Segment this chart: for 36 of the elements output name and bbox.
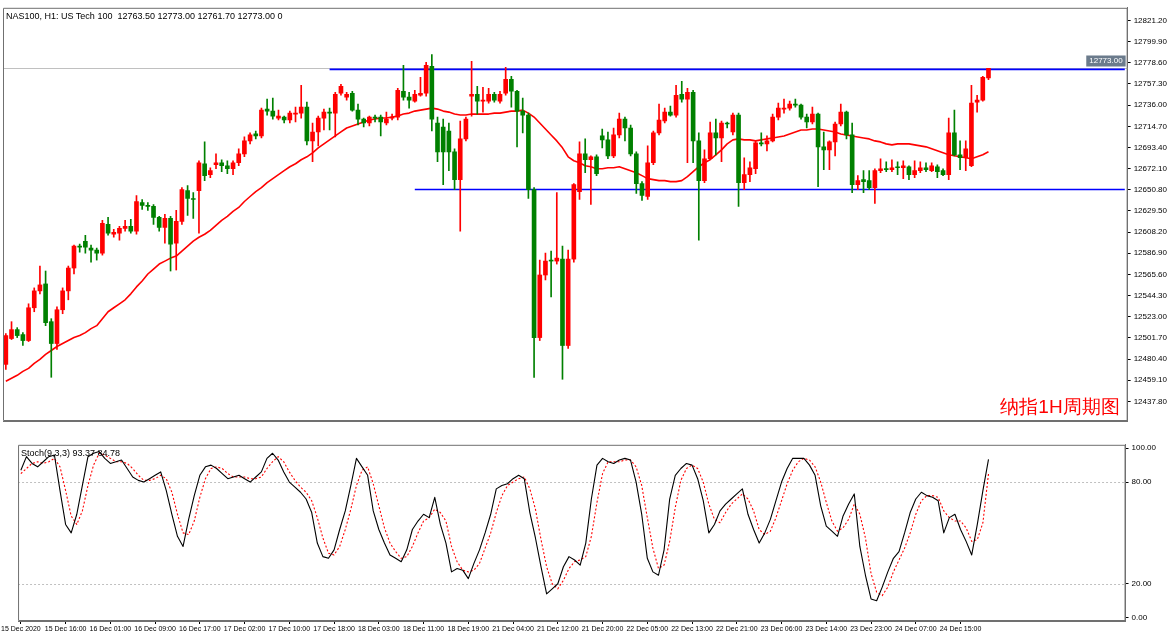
candlestick bbox=[582, 138, 588, 174]
y-tick-label: 12757.30 bbox=[1133, 79, 1168, 89]
y-tick-label: 12799.90 bbox=[1133, 36, 1168, 46]
chart-title: NAS100, H1: US Tech 100 12763.50 12773.00 12761.70 12773.00 0 bbox=[6, 10, 283, 21]
candlestick bbox=[298, 84, 304, 119]
y-tick-label: 12650.80 bbox=[1133, 184, 1168, 194]
y-tick-label: 12544.30 bbox=[1133, 290, 1168, 300]
y-tick-label: 12565.60 bbox=[1133, 269, 1168, 279]
y-tick-label: 12629.50 bbox=[1133, 206, 1168, 216]
candlestick bbox=[588, 155, 594, 205]
y-tick-label: 12778.60 bbox=[1133, 58, 1168, 68]
y-tick-label: 12672.10 bbox=[1133, 163, 1168, 173]
candlestick bbox=[883, 161, 889, 173]
y-tick-label: 12608.20 bbox=[1133, 227, 1168, 237]
ref-line-label: 12773.00 bbox=[1089, 56, 1124, 66]
y-tick-label: 12821.20 bbox=[1133, 15, 1168, 25]
annotation: 纳指1H周期图 bbox=[1000, 395, 1120, 417]
candlestick bbox=[900, 160, 906, 179]
y-tick-label: 100.00 bbox=[1131, 443, 1157, 453]
chart-title: Stoch(9,3,3) 93.37 84.78 bbox=[21, 447, 121, 458]
y-tick-label: 12714.70 bbox=[1133, 121, 1168, 131]
y-tick-label: 12437.80 bbox=[1133, 396, 1168, 406]
candlestick bbox=[520, 97, 526, 134]
y-tick-label: 12586.90 bbox=[1133, 248, 1168, 258]
y-tick-label: 12736.00 bbox=[1133, 100, 1168, 110]
y-tick-label: 80.00 bbox=[1131, 477, 1153, 487]
y-tick-label: 12501.70 bbox=[1133, 333, 1168, 343]
y-tick-label: 12480.40 bbox=[1133, 354, 1168, 364]
candlestick bbox=[889, 159, 895, 173]
candlestick bbox=[213, 153, 219, 170]
y-tick-label: 12459.10 bbox=[1133, 375, 1168, 385]
y-tick-label: 0.00 bbox=[1131, 612, 1148, 622]
y-tick-label: 12693.40 bbox=[1133, 142, 1168, 152]
y-tick-label: 20.00 bbox=[1131, 578, 1153, 588]
candlestick bbox=[599, 128, 605, 149]
y-tick-label: 12523.00 bbox=[1133, 311, 1168, 321]
